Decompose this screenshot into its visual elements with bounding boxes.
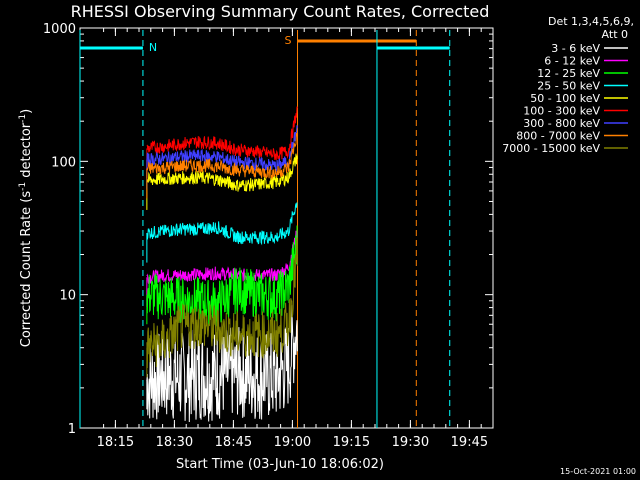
x-tick-label: 19:30 bbox=[392, 435, 429, 450]
orbit-annotations: NS bbox=[79, 30, 451, 428]
legend-header-2: Att 0 bbox=[602, 28, 628, 41]
x-tick-label: 19:45 bbox=[451, 435, 488, 450]
series-trace bbox=[146, 106, 298, 161]
footer-timestamp: 15-Oct-2021 01:00 bbox=[560, 467, 636, 476]
x-tick-label: 18:45 bbox=[215, 435, 252, 450]
legend-label: 7000 - 15000 keV bbox=[502, 142, 600, 155]
saa-label: S bbox=[285, 34, 292, 47]
y-tick-label: 1 bbox=[68, 422, 76, 437]
legend-label: 12 - 25 keV bbox=[537, 67, 600, 80]
x-tick-label: 18:15 bbox=[97, 435, 134, 450]
x-tick-label: 19:15 bbox=[333, 435, 370, 450]
legend-label: 25 - 50 keV bbox=[537, 80, 600, 93]
y-axis-label-end: ) bbox=[19, 109, 34, 114]
data-series bbox=[146, 106, 298, 423]
y-tick-label: 10 bbox=[59, 289, 76, 304]
x-axis-label: Start Time (03-Jun-10 18:06:02) bbox=[176, 457, 384, 472]
series-trace bbox=[146, 237, 298, 369]
series-25-50-kev bbox=[146, 202, 298, 263]
series-trace bbox=[146, 305, 298, 423]
series-800-7000-kev bbox=[146, 132, 298, 199]
series-trace bbox=[146, 132, 298, 181]
y-axis-label-sup1: -1 bbox=[18, 182, 28, 191]
y-axis-label-mid: detector bbox=[19, 122, 34, 182]
y-tick-label: 1000 bbox=[43, 22, 76, 37]
legend-label: 6 - 12 keV bbox=[544, 55, 600, 68]
series-trace bbox=[146, 202, 298, 246]
series-trace bbox=[146, 228, 298, 284]
y-axis-label: Corrected Count Rate (s-1 detector-1) bbox=[18, 109, 34, 347]
legend-label: 3 - 6 keV bbox=[551, 42, 600, 55]
night-label: N bbox=[149, 41, 157, 54]
axis-ticks bbox=[80, 27, 493, 429]
x-tick-label: 18:30 bbox=[156, 435, 193, 450]
y-tick-labels: 1 10 100 1000 bbox=[43, 22, 76, 437]
legend-label: 100 - 300 keV bbox=[523, 105, 600, 118]
legend-header-1: Det 1,3,4,5,6,9, bbox=[548, 15, 634, 28]
series-3-6-kev bbox=[146, 305, 298, 423]
y-axis-label-main: Corrected Count Rate (s bbox=[19, 191, 34, 348]
x-tick-label: 19:00 bbox=[274, 435, 311, 450]
y-tick-label: 100 bbox=[51, 155, 76, 170]
legend-label: 50 - 100 keV bbox=[530, 92, 600, 105]
y-axis-label-sup2: -1 bbox=[18, 114, 28, 123]
x-tick-labels: 18:15 18:30 18:45 19:00 19:15 19:30 19:45 bbox=[97, 435, 488, 450]
legend-label: 800 - 7000 keV bbox=[516, 130, 600, 143]
chart-title: RHESSI Observing Summary Count Rates, Co… bbox=[71, 2, 490, 21]
legend-label: 300 - 800 keV bbox=[523, 117, 600, 130]
series-7000-15000-kev bbox=[146, 237, 298, 378]
